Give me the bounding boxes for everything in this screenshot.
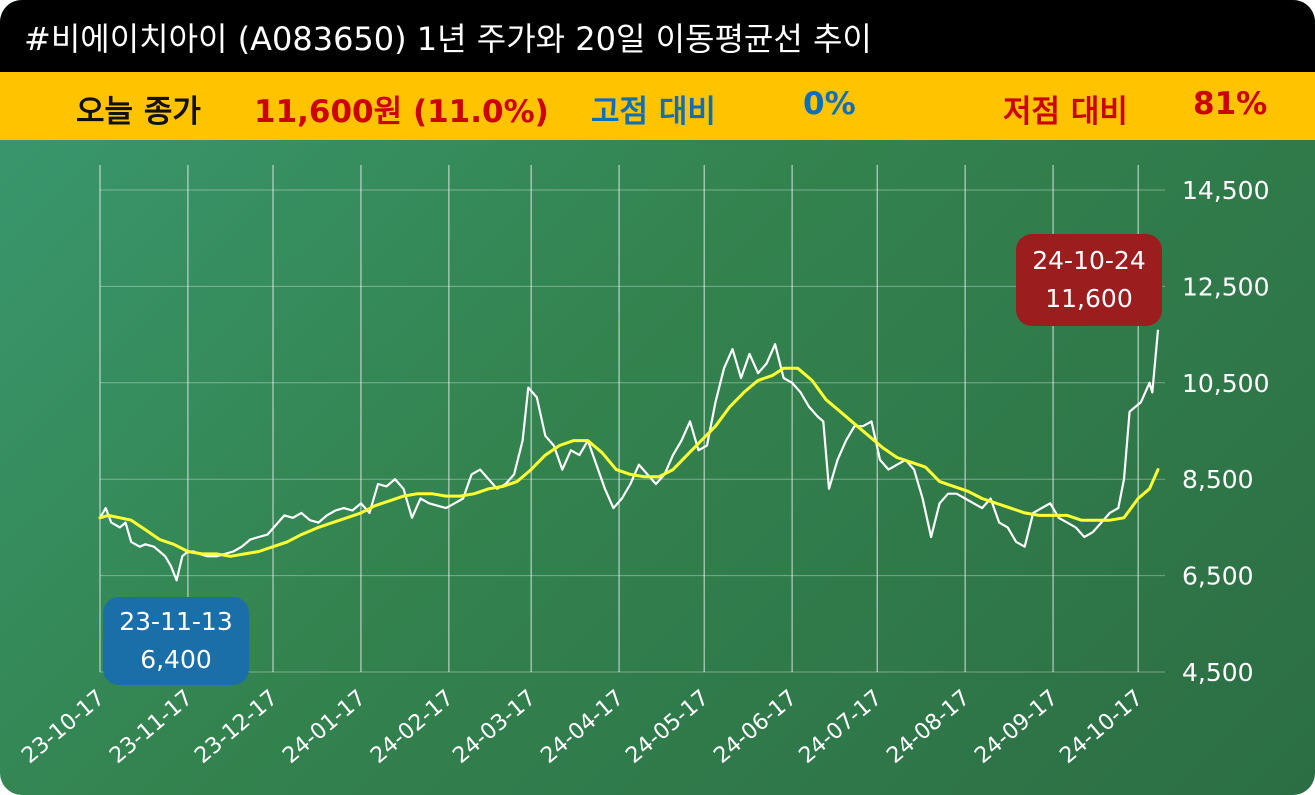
low-compare-label: 저점 대비 [1003, 94, 1128, 130]
info-bar [0, 72, 1315, 140]
chart-title: #비에이치아이 (A083650) 1년 주가와 20일 이동평균선 추이 [24, 20, 872, 58]
high-point-date: 24-10-24 [1032, 246, 1146, 275]
x-tick-label: 24-08-17 [882, 685, 975, 768]
x-tick-label: 23-11-17 [105, 685, 198, 768]
x-tick-label: 24-06-17 [709, 685, 802, 768]
series [98, 329, 1160, 582]
y-axis-ticks: 4,500 6,500 8,500 10,500 12,500 14,500 [1182, 176, 1269, 687]
title-bar: #비에이치아이 (A083650) 1년 주가와 20일 이동평균선 추이 [0, 0, 1315, 72]
x-tick-label: 24-07-17 [794, 685, 887, 768]
x-tick-label: 24-04-17 [536, 685, 629, 768]
high-point-callout: 24-10-24 11,600 [1016, 234, 1162, 326]
x-tick-label: 24-05-17 [621, 685, 714, 768]
low-compare-value: 81% [1193, 86, 1268, 122]
x-tick-label: 24-01-17 [278, 685, 371, 768]
ma20-line [98, 366, 1160, 558]
y-tick-label: 12,500 [1182, 272, 1269, 301]
y-tick-label: 6,500 [1182, 562, 1254, 591]
price-line [99, 329, 1160, 582]
x-tick-label: 24-03-17 [448, 685, 541, 768]
high-compare-label: 고점 대비 [591, 94, 716, 130]
y-tick-label: 4,500 [1182, 658, 1254, 687]
x-tick-label: 24-10-17 [1055, 685, 1148, 768]
close-label: 오늘 종가 [76, 94, 201, 130]
low-point-value: 6,400 [140, 645, 212, 674]
x-tick-label: 24-09-17 [970, 685, 1063, 768]
low-point-callout: 23-11-13 6,400 [103, 597, 249, 685]
y-tick-label: 14,500 [1182, 176, 1269, 205]
high-point-value: 11,600 [1045, 284, 1133, 313]
grid [99, 165, 1165, 673]
high-compare-value: 0% [803, 86, 856, 122]
x-tick-label: 23-10-17 [17, 685, 110, 768]
x-tick-label: 23-12-17 [190, 685, 283, 768]
x-axis-ticks: 23-10-1723-11-1723-12-1724-01-1724-02-17… [17, 685, 1148, 768]
low-point-date: 23-11-13 [119, 607, 233, 636]
y-tick-label: 8,500 [1182, 465, 1254, 494]
close-value: 11,600원 (11.0%) [254, 94, 549, 130]
y-tick-label: 10,500 [1182, 369, 1269, 398]
x-tick-label: 24-02-17 [366, 685, 459, 768]
